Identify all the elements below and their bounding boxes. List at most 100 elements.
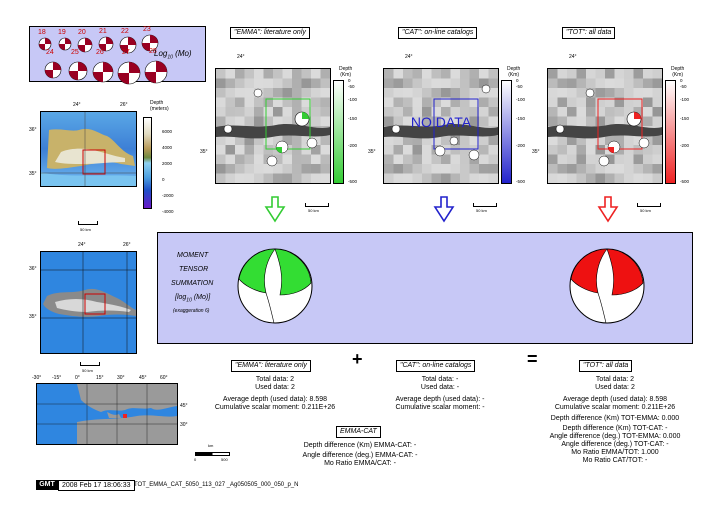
legend-mag-label: 22 [121, 28, 129, 35]
world-lat-tick-1: 45° [180, 403, 188, 409]
legend-beachball-icon [119, 36, 137, 54]
moment-tensor-summation-box: MOMENT TENSOR SUMMATION [log10 (Mo)] (ex… [157, 232, 693, 344]
gmt-logo: GMT [36, 480, 58, 490]
arrow-down-icon-emma [264, 196, 286, 223]
panel-map [215, 68, 331, 184]
legend-beachball-icon [141, 34, 159, 52]
panel-depth-tick: -50 [680, 84, 687, 89]
legend-mag-label: 21 [99, 28, 107, 35]
panel-depth-colorbar [333, 80, 344, 184]
lower-lat-tick-2: 35° [29, 314, 37, 320]
panel-depth-tick: -200 [516, 143, 526, 148]
no-data-overlay: NO DATA [411, 114, 472, 130]
panel-lon-tick: 24° [569, 54, 577, 60]
tot-stats-title: "TOT": all data [579, 360, 633, 372]
world-scale-bar [195, 452, 230, 456]
panel-depth-label: Depth (Km) [339, 66, 353, 78]
panel-depth-label: Depth (Km) [507, 66, 521, 78]
world-lon-tick: 0° [75, 375, 80, 381]
beachball-icon-tot [569, 248, 645, 324]
summation-line-3: SUMMATION [171, 280, 214, 287]
regional-bathymetry-map [40, 111, 137, 187]
panel-lon-tick: 24° [237, 54, 245, 60]
panel-depth-tick: -150 [348, 116, 358, 121]
legend-mag-label: 23 [143, 26, 151, 33]
regional-depth-tick: 2000 [162, 161, 173, 166]
legend-mag-label: 27 [122, 49, 130, 56]
panel-depth-tick: -500 [516, 179, 526, 184]
regional-lat-tick-1: 36° [29, 127, 37, 133]
panel-scale-label: 50 km [476, 208, 487, 213]
panel-depth-label: Depth (Km) [671, 66, 685, 78]
world-lat-tick-2: 30° [180, 422, 188, 428]
summation-line-5: (exaggeration 6) [173, 308, 210, 314]
lower-crete-map [40, 251, 137, 354]
panel-depth-tick: -100 [348, 97, 358, 102]
panel-title: "TOT": all data [562, 27, 616, 39]
panel-depth-tick: -150 [680, 116, 690, 121]
regional-lon-tick-2: 26° [120, 102, 128, 108]
world-lon-tick: 15° [96, 375, 104, 381]
panel-depth-tick: 0 [680, 78, 683, 83]
panel-depth-colorbar [501, 80, 512, 184]
legend-beachball-icon [117, 61, 141, 85]
arrow-down-icon-tot [597, 196, 619, 223]
panel-depth-tick: -150 [516, 116, 526, 121]
panel-scale-label: 50 km [308, 208, 319, 213]
legend-beachball-icon [77, 37, 93, 53]
panel-depth-tick: -200 [348, 143, 358, 148]
regional-depth-label: Depth (meters) [150, 100, 169, 112]
regional-depth-tick: 6000 [162, 129, 173, 134]
legend-beachball-icon [98, 36, 114, 52]
panel-depth-tick: -50 [516, 84, 523, 89]
world-lon-tick: 60° [160, 375, 168, 381]
legend-beachball-icon [38, 37, 52, 51]
panel-title: "CAT": on-line catalogs [398, 27, 478, 39]
lower-scale-bar [80, 362, 100, 366]
legend-scale-label: Log10 (Mo) [154, 49, 192, 61]
tot-stats: Total data: 2 Used data: 2 Average depth… [549, 376, 681, 464]
panel-depth-tick: -100 [516, 97, 526, 102]
region-selection-box [82, 149, 106, 175]
arrow-down-icon-cat [433, 196, 455, 223]
regional-lon-tick-1: 24° [73, 102, 81, 108]
panel-lat-tick: 35° [532, 149, 540, 155]
legend-beachball-icon [92, 61, 114, 83]
legend-beachball-icon [44, 61, 62, 79]
panel-depth-tick: -100 [680, 97, 690, 102]
equals-sign: = [527, 349, 538, 369]
legend-beachball-icon [68, 61, 88, 81]
magnitude-legend: 18 19 20 21 22 23 24 25 26 27 28 Log10 (… [29, 26, 206, 85]
regional-depth-tick: 0 [162, 177, 165, 182]
legend-mag-label: 26 [96, 49, 104, 56]
lower-scale-label: 50 km [82, 368, 93, 373]
timestamp-box: 2008 Feb 17 18:06:33 [58, 480, 135, 491]
footer-filename: TOT_EMMA_CAT_5050_113_027 _Ag050505_000_… [134, 482, 299, 488]
panel-depth-tick: -500 [680, 179, 690, 184]
legend-beachball-icon [144, 60, 168, 84]
panel-lat-tick: 35° [200, 149, 208, 155]
regional-map-svg [41, 112, 136, 186]
cat-stats-title: "CAT": on-line catalogs [396, 360, 476, 372]
emma-stats: Total data: 2 Used data: 2 Average depth… [214, 376, 336, 411]
summation-line-2: TENSOR [179, 266, 209, 273]
panel-scale-bar [473, 203, 497, 207]
beachball-icon-emma [237, 248, 313, 324]
panel-scale-bar [637, 203, 661, 207]
world-lon-tick: 45° [139, 375, 147, 381]
regional-depth-colorbar [143, 117, 152, 209]
emma-cat-title: EMMA-CAT [336, 426, 381, 438]
world-lon-tick: -15° [52, 375, 62, 381]
cat-stats: Total data: - Used data: - Average depth… [395, 376, 485, 411]
regional-depth-tick: 4000 [162, 145, 173, 150]
panel-lat-tick: 35° [368, 149, 376, 155]
lower-lon-tick-2: 26° [123, 242, 131, 248]
world-overview-map [36, 383, 178, 445]
regional-scale-bar [78, 221, 98, 225]
panel-map [547, 68, 663, 184]
panel-scale-bar [305, 203, 329, 207]
legend-mag-label: 19 [58, 29, 66, 36]
panel-depth-tick: 0 [348, 78, 351, 83]
panel-depth-tick: 0 [516, 78, 519, 83]
legend-mag-label: 18 [38, 29, 46, 36]
